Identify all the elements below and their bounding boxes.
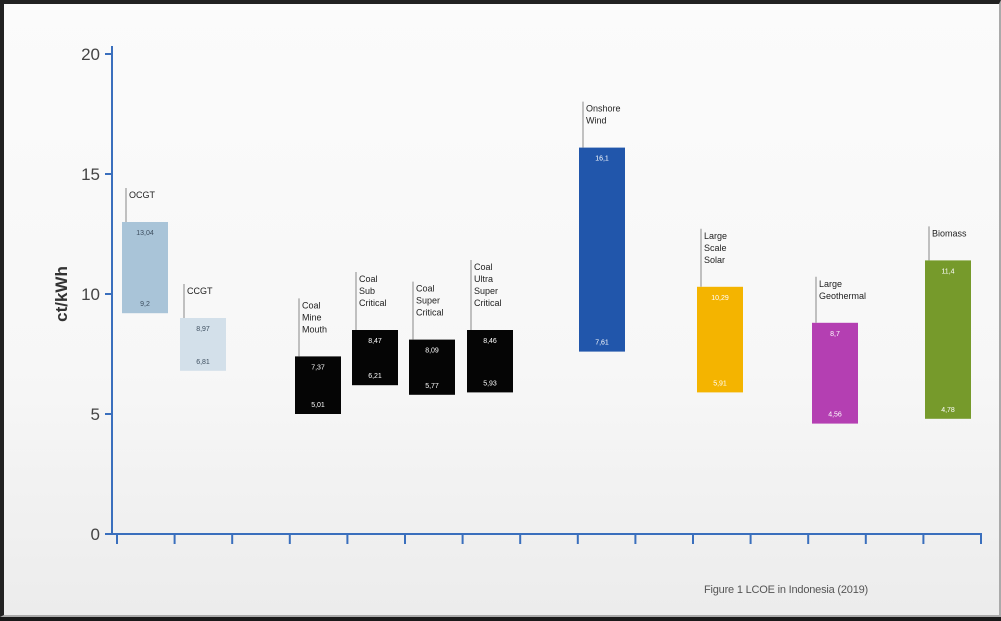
bar-category-label: Large (819, 279, 842, 289)
bar-category-label: Large (704, 231, 727, 241)
bar-low-value: 7,61 (595, 340, 609, 347)
bar-category-label: Mine (302, 312, 322, 322)
figure-caption: Figure 1 LCOE in Indonesia (2019) (704, 584, 868, 596)
bar-category-label: Critical (359, 298, 387, 308)
bar (579, 148, 625, 352)
bar-high-value: 7,37 (311, 364, 325, 371)
bar-category-label: Wind (586, 116, 607, 126)
bar-category-label: Coal (474, 262, 493, 272)
bar-category-label: Critical (416, 308, 444, 318)
bar-high-value: 8,97 (196, 326, 210, 333)
bar-low-value: 4,78 (941, 407, 955, 414)
bar-category-label: Coal (416, 284, 435, 294)
bar (925, 260, 971, 418)
y-tick-label: 20 (81, 45, 100, 64)
bar-category-label: Solar (704, 255, 725, 265)
bar-labels: OCGT CCGT Coal Mine Mouth Coal Sub Critical Coal… (126, 102, 967, 357)
bar-high-value: 11,4 (941, 268, 954, 275)
bars: 13,04 9,2 8,97 6,81 7,37 5,01 8,47 6,21 8,09 5,77… (122, 148, 971, 424)
y-tick-label: 15 (81, 165, 100, 184)
bar-high-value: 8,47 (368, 338, 382, 345)
bar-high-value: 8,7 (830, 331, 840, 338)
bar-low-value: 5,01 (311, 402, 325, 409)
bar-category-label: CCGT (187, 286, 213, 296)
bar-high-value: 16,1 (595, 156, 609, 163)
y-tick-label: 5 (91, 405, 100, 424)
bar-category-label: Sub (359, 286, 375, 296)
bar-low-value: 9,2 (140, 301, 150, 308)
bar-category-label: Super (416, 296, 440, 306)
bar-low-value: 6,21 (368, 373, 382, 380)
y-tick-label: 10 (81, 285, 100, 304)
bar-low-value: 6,81 (196, 359, 210, 366)
bar-category-label: Ultra (474, 274, 493, 284)
bar-category-label: Scale (704, 243, 727, 253)
bar-low-value: 5,77 (425, 383, 439, 390)
bar (697, 287, 743, 393)
bar-low-value: 5,91 (713, 380, 727, 387)
bar-low-value: 4,56 (828, 412, 842, 419)
bar-category-label: Coal (302, 300, 321, 310)
y-axis-label: ct/kWh (52, 266, 71, 322)
bar-high-value: 8,09 (425, 348, 439, 355)
lcoe-chart: 0 5 10 15 20 13,04 9,2 8,97 6,81 7,37 5,01 8,47 6,2… (4, 4, 1001, 621)
bar-low-value: 5,93 (483, 380, 497, 387)
bar-high-value: 10,29 (711, 295, 729, 302)
bar-category-label: Geothermal (819, 291, 866, 301)
bar (812, 323, 858, 424)
bar-category-label: Mouth (302, 324, 327, 334)
y-tick-label: 0 (91, 525, 100, 544)
bar-high-value: 13,04 (136, 230, 154, 237)
bar-category-label: OCGT (129, 190, 156, 200)
bar-category-label: Onshore (586, 104, 621, 114)
bar-category-label: Biomass (932, 228, 967, 238)
bar-category-label: Critical (474, 298, 502, 308)
bar-category-label: Super (474, 286, 498, 296)
bar-high-value: 8,46 (483, 338, 497, 345)
bar-category-label: Coal (359, 274, 378, 284)
